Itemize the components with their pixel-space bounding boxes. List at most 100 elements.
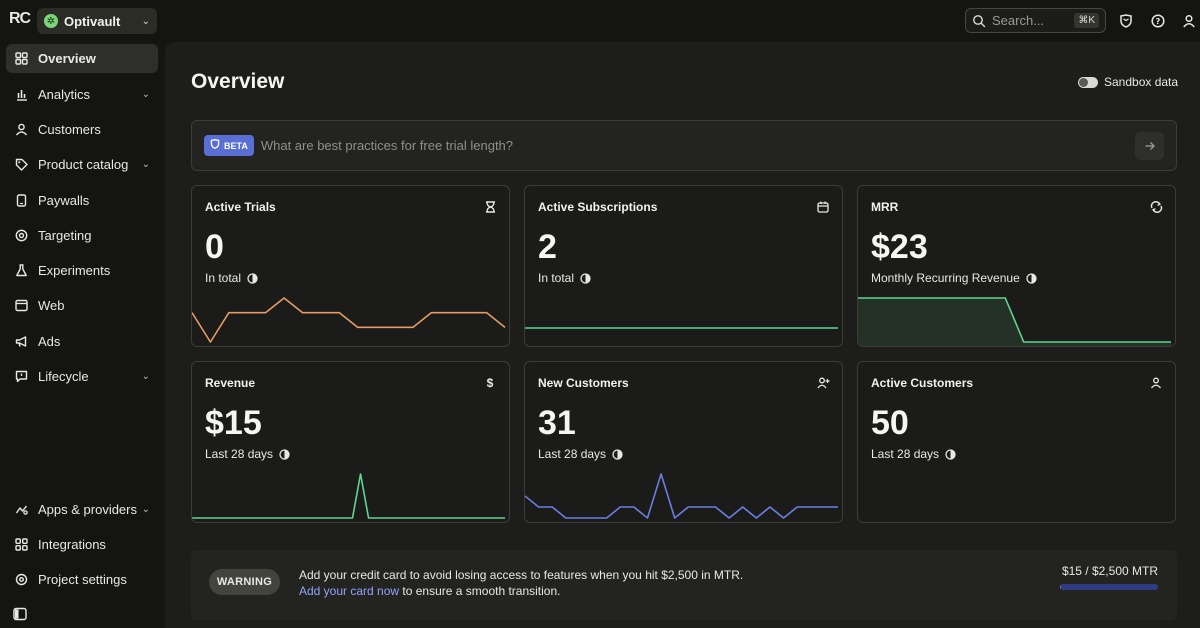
chevron-down-icon: ⌄ <box>141 371 150 382</box>
usage-progress-fill <box>1060 584 1061 590</box>
card-title: Active Customers <box>871 376 974 390</box>
sidebar-item-integrations[interactable]: Integrations <box>6 530 158 559</box>
sparkline <box>858 297 1171 346</box>
info-icon[interactable] <box>279 448 290 460</box>
account-icon[interactable] <box>1180 12 1198 30</box>
apps-icon <box>14 503 28 517</box>
sidebar-item-project-settings[interactable]: Project settings <box>6 565 158 594</box>
sidebar-item-targeting[interactable]: Targeting <box>6 221 158 250</box>
tag-icon <box>14 158 28 172</box>
info-icon[interactable] <box>1026 272 1037 284</box>
card-value: 0 <box>205 228 224 266</box>
sidebar-item-product-catalog[interactable]: Product catalog ⌄ <box>6 150 158 179</box>
warning-message: Add your credit card to avoid losing acc… <box>299 567 743 599</box>
warning-line-2: Add your card now to ensure a smooth tra… <box>299 583 743 599</box>
search-shortcut: ⌘K <box>1074 13 1099 28</box>
warning-line-2-text: to ensure a smooth transition. <box>399 584 561 598</box>
target-icon <box>14 229 28 243</box>
card-title: Active Subscriptions <box>538 200 658 214</box>
ask-ai-input[interactable]: BETA What are best practices for free tr… <box>191 120 1177 171</box>
usage-progress-bar <box>1060 584 1158 590</box>
sidebar-item-overview[interactable]: Overview <box>6 44 158 73</box>
page-title: Overview <box>191 70 285 93</box>
info-icon[interactable] <box>580 272 591 284</box>
user-icon <box>1149 376 1163 390</box>
metric-card-new-customers[interactable]: New Customers 31 Last 28 days <box>524 361 843 523</box>
project-icon: ✲ <box>44 14 58 28</box>
info-icon[interactable] <box>945 448 956 460</box>
chevron-down-icon: ⌄ <box>141 159 150 170</box>
phone-icon <box>14 194 28 208</box>
metric-card-mrr[interactable]: MRR $23 Monthly Recurring Revenue <box>857 185 1176 347</box>
sidebar-item-ads[interactable]: Ads <box>6 327 158 356</box>
sparkline <box>525 327 838 329</box>
sidebar-item-label: Overview <box>38 51 96 66</box>
calendar-icon <box>816 200 830 214</box>
sidebar-item-label: Ads <box>38 334 61 349</box>
sidebar-item-customers[interactable]: Customers <box>6 115 158 144</box>
app-logo[interactable]: RC <box>9 10 31 27</box>
info-icon[interactable] <box>612 448 623 460</box>
usage-text: $15 / $2,500 MTR <box>1061 564 1158 578</box>
card-title: New Customers <box>538 376 629 390</box>
send-button[interactable] <box>1135 132 1164 160</box>
card-value: 50 <box>871 404 909 442</box>
sparkline-series <box>525 473 838 519</box>
sidebar-item-label: Integrations <box>38 537 106 552</box>
help-icon[interactable]: ? <box>1149 12 1167 30</box>
hourglass-icon <box>483 200 497 214</box>
sparkline <box>525 473 838 519</box>
search-input[interactable]: Search... ⌘K <box>965 8 1106 33</box>
metric-card-revenue[interactable]: Revenue $ $15 Last 28 days <box>191 361 510 523</box>
svg-text:?: ? <box>1156 17 1161 26</box>
project-switcher[interactable]: ✲ Optivault ⌄ <box>37 8 157 34</box>
sidebar-item-label: Analytics <box>38 87 91 102</box>
refresh-icon <box>1149 200 1163 214</box>
sparkline-series <box>858 297 1171 343</box>
card-value: 2 <box>538 228 557 266</box>
sidebar-item-lifecycle[interactable]: Lifecycle ⌄ <box>6 362 158 391</box>
card-subtitle: Last 28 days <box>538 447 623 461</box>
sidebar-item-analytics[interactable]: Analytics ⌄ <box>6 80 158 109</box>
card-title: MRR <box>871 200 899 214</box>
metric-card-active-subscriptions[interactable]: Active Subscriptions 2 In total <box>524 185 843 347</box>
metric-card-active-trials[interactable]: Active Trials 0 In total <box>191 185 510 347</box>
sidebar-item-paywalls[interactable]: Paywalls <box>6 186 158 215</box>
megaphone-icon <box>14 335 28 349</box>
card-title: Active Trials <box>205 200 276 214</box>
shield-icon[interactable] <box>1117 12 1135 30</box>
card-subtitle-text: In total <box>538 271 575 285</box>
collapse-sidebar-icon[interactable] <box>13 607 27 621</box>
chevron-down-icon: ⌄ <box>141 504 150 515</box>
dollar-icon: $ <box>486 376 494 390</box>
sidebar-item-label: Paywalls <box>38 193 90 208</box>
bar-chart-icon <box>14 88 28 102</box>
sidebar-item-web[interactable]: Web <box>6 291 158 320</box>
sidebar-item-label: Web <box>38 298 65 313</box>
info-icon[interactable] <box>247 272 258 284</box>
card-subtitle-text: Last 28 days <box>538 447 607 461</box>
metric-card-active-customers[interactable]: Active Customers 50 Last 28 days <box>857 361 1176 523</box>
grid-icon <box>14 52 28 66</box>
search-icon <box>973 14 986 27</box>
sidebar-item-apps-providers[interactable]: Apps & providers ⌄ <box>6 495 158 524</box>
sidebar-item-label: Customers <box>38 122 101 137</box>
beta-label: BETA <box>224 140 248 151</box>
add-card-link[interactable]: Add your card now <box>299 584 400 598</box>
card-title: Revenue <box>205 376 256 390</box>
browser-icon <box>14 299 28 313</box>
sidebar-item-experiments[interactable]: Experiments <box>6 256 158 285</box>
search-placeholder: Search... <box>992 13 1045 28</box>
arrow-right-icon <box>1145 142 1155 150</box>
beta-badge: BETA <box>204 135 254 156</box>
card-subtitle: In total <box>538 271 591 285</box>
toggle-switch[interactable] <box>1078 76 1098 88</box>
sidebar-item-label: Apps & providers <box>38 502 137 517</box>
sidebar-item-label: Project settings <box>38 572 127 587</box>
user-icon <box>14 123 28 137</box>
sandbox-toggle[interactable]: Sandbox data <box>1078 75 1178 89</box>
sparkline-series <box>192 297 506 343</box>
card-value: $15 <box>205 404 262 442</box>
card-value: 31 <box>538 404 576 442</box>
card-subtitle: Last 28 days <box>205 447 290 461</box>
